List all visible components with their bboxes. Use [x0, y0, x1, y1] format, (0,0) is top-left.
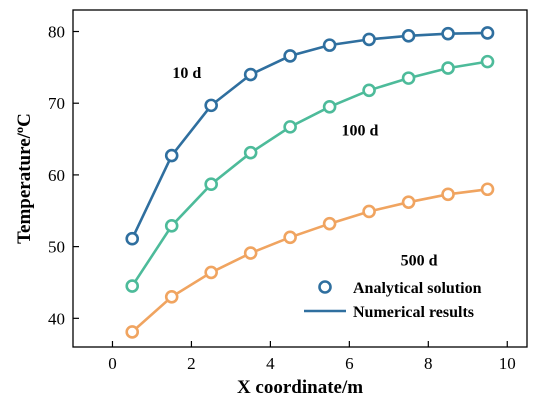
data-point	[362, 204, 376, 219]
data-point	[204, 98, 218, 113]
legend: Analytical solution Numerical results	[304, 280, 482, 321]
data-point	[283, 120, 297, 134]
data-point	[480, 54, 495, 69]
y-tick-label: 40	[48, 309, 65, 328]
legend-circle-marker	[318, 280, 332, 294]
data-point	[322, 38, 337, 52]
data-point	[322, 99, 337, 114]
data-point	[401, 71, 416, 85]
series-label: 100 d	[341, 122, 378, 139]
x-axis-title: X coordinate/m	[237, 377, 363, 398]
axis-ticks: 0 2 4 6 8 10 40 50 60 70 80	[48, 23, 516, 373]
y-tick-label: 70	[48, 94, 65, 113]
data-point	[125, 231, 140, 246]
data-point	[441, 187, 455, 202]
x-tick-label: 4	[266, 354, 275, 373]
data-point	[164, 219, 179, 233]
y-tick-label: 60	[48, 166, 65, 185]
data-point	[480, 26, 495, 40]
x-tick-label: 6	[345, 354, 354, 373]
plot-frame	[72, 9, 528, 348]
data-point	[243, 246, 258, 260]
data-point	[204, 177, 218, 192]
data-point	[480, 182, 495, 197]
data-point	[283, 230, 297, 245]
data-point	[125, 325, 140, 339]
data-point	[441, 61, 455, 75]
data-point	[243, 67, 258, 82]
x-tick-label: 10	[499, 354, 516, 373]
data-point	[441, 26, 455, 41]
series-label: 500 d	[401, 252, 438, 269]
legend-label-numerical: Numerical results	[353, 304, 474, 321]
data-point	[243, 145, 258, 160]
x-tick-label: 0	[108, 354, 117, 373]
data-point	[401, 195, 416, 209]
series-labels: 10 d 100 d 500 d	[172, 65, 437, 269]
data-point	[283, 49, 297, 63]
data-point	[362, 32, 376, 47]
series-line	[131, 60, 488, 287]
series-markers	[125, 26, 495, 339]
y-tick-label: 50	[48, 238, 65, 257]
y-axis-title: Temperature/ºC	[14, 113, 35, 244]
data-point	[164, 290, 179, 304]
data-point	[164, 148, 179, 163]
x-tick-label: 2	[187, 354, 196, 373]
series-line	[131, 31, 488, 240]
series-line	[131, 188, 488, 333]
legend-label-analytical: Analytical solution	[353, 280, 482, 297]
series-lines	[131, 31, 488, 333]
data-point	[362, 83, 376, 98]
series-label: 10 d	[172, 65, 201, 82]
data-point	[125, 279, 140, 293]
data-point	[204, 265, 218, 280]
x-tick-label: 8	[424, 354, 433, 373]
y-tick-label: 80	[48, 23, 65, 42]
data-point	[322, 216, 337, 231]
data-point	[401, 29, 416, 43]
